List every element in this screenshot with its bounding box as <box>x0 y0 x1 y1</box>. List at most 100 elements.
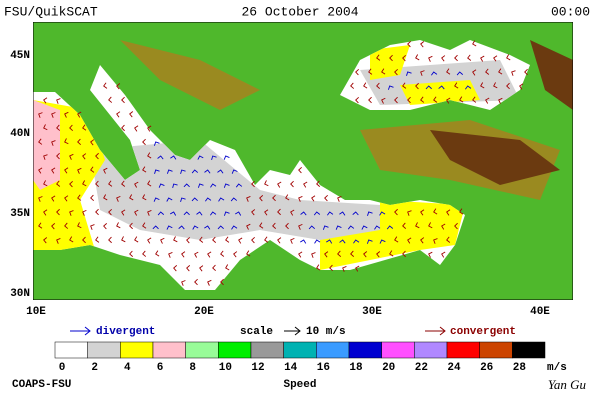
wind-vector <box>64 222 69 229</box>
wind-vector <box>368 96 372 104</box>
colorbar-unit: m/s <box>547 362 567 374</box>
wind-vector <box>350 250 355 257</box>
wind-vector <box>51 167 56 174</box>
wind-vector <box>493 82 498 89</box>
wind-vector <box>157 155 164 160</box>
wind-vector <box>285 222 289 230</box>
wind-vector <box>290 237 295 244</box>
wind-vector <box>363 251 368 258</box>
colorbar-tick: 10 <box>219 362 232 374</box>
wind-vector <box>407 96 411 104</box>
wind-vector <box>407 40 411 48</box>
colorbar-tick: 22 <box>415 362 428 374</box>
wind-vector <box>233 251 238 258</box>
wind-vector <box>339 211 346 216</box>
wind-vector <box>316 264 321 271</box>
wind-vector <box>407 210 412 216</box>
lat-label: 45N <box>10 50 30 62</box>
wind-vector <box>56 152 60 160</box>
colorbar-swatch <box>479 341 513 359</box>
map <box>33 22 573 300</box>
wind-vector <box>350 82 355 89</box>
wind-vector <box>170 211 177 216</box>
colorbar-swatch <box>87 341 121 359</box>
wind-vector <box>196 211 203 216</box>
wind-vector <box>82 124 87 131</box>
wind-vector <box>129 222 133 230</box>
wind-vector <box>298 223 303 230</box>
colorbar-tick: 14 <box>284 362 298 374</box>
wind-vector <box>220 278 224 286</box>
wind-vector <box>194 278 198 286</box>
wind-vector <box>381 97 386 104</box>
wind-vector <box>172 183 178 188</box>
wind-vector <box>264 236 269 243</box>
speed-2-4 <box>90 60 520 250</box>
wind-vector <box>415 54 420 61</box>
wind-vector <box>402 250 406 258</box>
wind-vector <box>433 96 438 103</box>
colorbar-tick: 16 <box>317 362 330 374</box>
wind-vector <box>394 208 398 216</box>
wind-vector <box>441 55 446 62</box>
wind-vector <box>415 222 420 229</box>
wind-vector <box>82 236 86 244</box>
wind-vector <box>160 237 165 244</box>
wind-vector <box>480 55 485 62</box>
wind-vector <box>454 54 458 62</box>
wind-vector <box>147 152 152 159</box>
wind-vector <box>329 264 333 272</box>
wind-vector <box>168 252 173 258</box>
wind-vector <box>441 223 446 230</box>
convergent-label: convergent <box>450 326 516 338</box>
wind-vector <box>180 169 186 174</box>
wind-vector <box>129 111 134 118</box>
wind-vector <box>246 196 251 202</box>
wind-vector <box>467 54 472 61</box>
wind-vector <box>207 279 212 286</box>
speed-6-8 <box>33 100 60 190</box>
wind-vector <box>103 223 108 230</box>
wind-vector <box>407 237 412 244</box>
wind-vector <box>446 209 451 216</box>
wind-vector <box>313 211 321 216</box>
wind-vector <box>379 211 386 216</box>
wind-vector <box>158 183 165 188</box>
wind-vector <box>300 239 307 244</box>
wind-vector <box>103 194 108 201</box>
wind-vector <box>186 265 191 272</box>
wind-vector <box>69 210 74 216</box>
wind-vector <box>251 180 255 188</box>
colorbar-swatch <box>250 341 284 359</box>
wind-vector <box>51 223 56 230</box>
wind-vector <box>142 138 146 146</box>
wind-vector <box>441 251 446 258</box>
wind-vector <box>69 236 74 243</box>
wind-vector <box>43 97 48 104</box>
wind-vector <box>153 141 160 146</box>
wind-vector <box>428 55 433 62</box>
colorbar-tick: 6 <box>157 362 164 374</box>
wind-vector <box>374 225 381 230</box>
wind-vector <box>56 180 61 187</box>
wind-vector <box>38 167 43 174</box>
wind-vector <box>38 196 43 202</box>
wind-vector <box>191 169 199 174</box>
wind-vector <box>379 239 386 244</box>
colorbar-swatch <box>446 341 480 359</box>
wind-vector <box>82 209 87 216</box>
wind-vector <box>231 225 238 230</box>
colorbar-swatch <box>316 341 350 359</box>
wind-vector <box>38 138 43 145</box>
wind-vector <box>51 140 56 146</box>
wind-vector <box>43 124 48 131</box>
wind-vector <box>69 153 74 160</box>
wind-vector <box>197 183 204 188</box>
wind-vector <box>339 239 346 244</box>
wind-vector <box>108 180 113 187</box>
wind-vector <box>212 264 216 272</box>
colorbar-tick: 24 <box>447 362 461 374</box>
wind-vector <box>480 82 485 89</box>
wind-vector <box>420 237 425 244</box>
